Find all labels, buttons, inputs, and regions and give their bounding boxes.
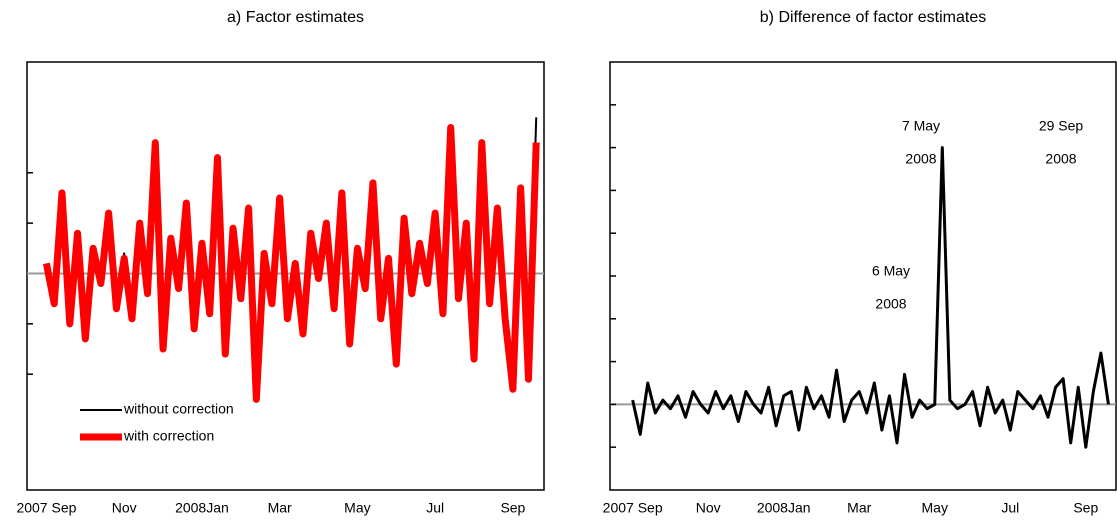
x-tick-label: 2007 Sep bbox=[16, 500, 76, 516]
annotation: 2008 bbox=[905, 151, 936, 167]
legend-label: with correction bbox=[123, 428, 214, 444]
series-line bbox=[631, 146, 1110, 449]
x-tick-label: Sep bbox=[500, 500, 525, 516]
annotation: 29 Sep bbox=[1039, 118, 1084, 134]
x-tick-label: 2007 Sep bbox=[603, 500, 663, 516]
x-tick-label: Jul bbox=[1001, 500, 1019, 516]
legend-label: without correction bbox=[123, 401, 234, 417]
series-line bbox=[42, 123, 540, 403]
x-tick-label: Mar bbox=[268, 500, 292, 516]
x-tick-label: Mar bbox=[847, 500, 871, 516]
x-tick-label: Nov bbox=[696, 500, 721, 516]
x-tick-label: Nov bbox=[112, 500, 137, 516]
annotation: 6 May bbox=[872, 263, 910, 279]
x-tick-label: May bbox=[344, 500, 370, 516]
x-tick-label: Jul bbox=[426, 500, 444, 516]
chart-title: a) Factor estimates bbox=[227, 9, 364, 26]
x-tick-label: Sep bbox=[1073, 500, 1098, 516]
x-tick-label: 2008Jan bbox=[757, 500, 811, 516]
x-tick-label: May bbox=[922, 500, 948, 516]
chart-title: b) Difference of factor estimates bbox=[760, 9, 986, 26]
annotation: 2008 bbox=[875, 296, 906, 312]
annotation: 2008 bbox=[1045, 151, 1076, 167]
annotation: 7 May bbox=[902, 118, 940, 134]
x-tick-label: 2008Jan bbox=[175, 500, 229, 516]
plot-frame bbox=[26, 61, 545, 491]
